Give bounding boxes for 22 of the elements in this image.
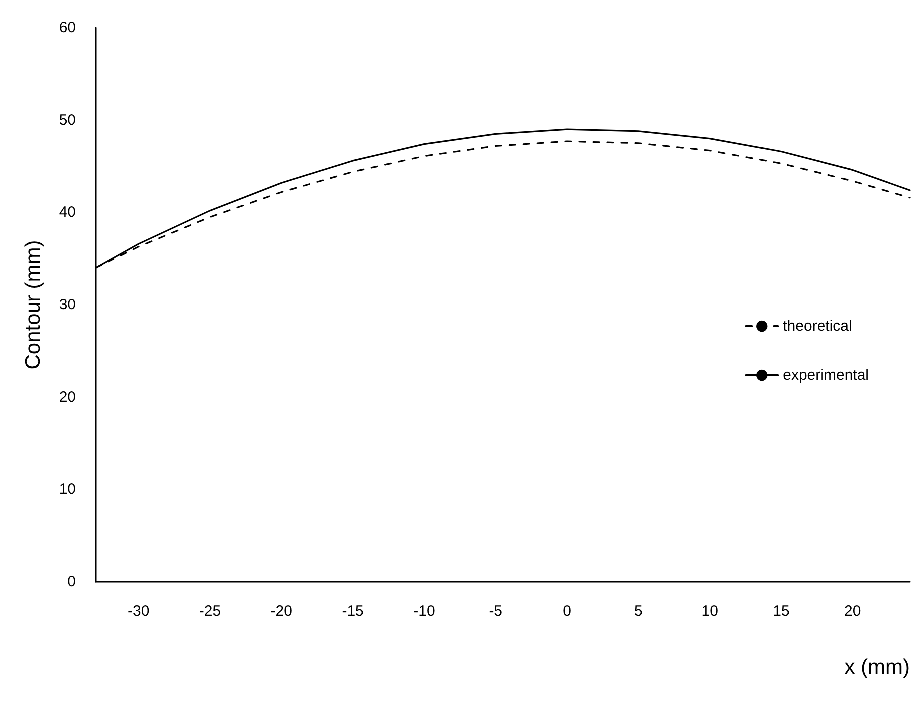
x-tick-label: 10 <box>702 603 718 620</box>
x-tick-label: -10 <box>414 603 436 620</box>
y-tick-label: 20 <box>59 388 76 406</box>
y-tick-label: 50 <box>59 112 76 129</box>
y-tick-label: 10 <box>59 481 76 498</box>
legend-label: experimental <box>783 367 870 384</box>
y-tick-label: 30 <box>59 296 76 314</box>
x-tick-label: 15 <box>773 603 790 620</box>
x-tick-label: 20 <box>844 603 862 620</box>
y-tick-label: 40 <box>59 204 76 222</box>
y-tick-label: 0 <box>68 574 76 590</box>
y-axis-title: Contour (mm) <box>22 240 45 370</box>
x-tick-label: -5 <box>489 603 503 620</box>
x-tick-label: 0 <box>563 603 572 620</box>
x-tick-label: -25 <box>199 603 222 620</box>
x-tick-label: 5 <box>634 603 643 620</box>
x-axis-title: x (mm) <box>844 656 910 679</box>
y-tick-label: 60 <box>59 20 76 36</box>
x-tick-label: -30 <box>128 603 150 620</box>
x-tick-label: -15 <box>342 603 364 620</box>
x-tick-label: -20 <box>270 603 292 620</box>
legend-label: theoretical <box>783 318 852 335</box>
